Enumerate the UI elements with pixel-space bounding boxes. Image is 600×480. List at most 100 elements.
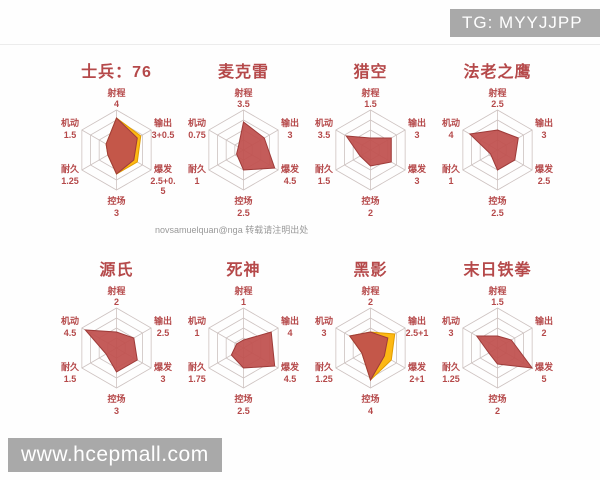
axis-label: 输出 (281, 117, 299, 128)
axis-label: 输出 (281, 315, 299, 326)
hero-cell-pharah: 法老之鹰 射程 2.5 输出 3 爆发 2.5 控场 2.5 耐久 1 机动 4 (434, 52, 561, 250)
axis-value: 4.5 (284, 374, 297, 384)
axis-label: 输出 (408, 117, 426, 128)
radar-chart-mccree: 射程3.5 输出 3 爆发 4.5 控场 2.5 耐久 1 机动 0.75 (188, 87, 300, 218)
radar-chart-soldier76: 射程4 输出 3+0.5 爆发 2.5+0. 5 控场 3 耐久 1.25 机动 1.5 (61, 87, 176, 218)
axis-label: 耐久 (188, 361, 207, 372)
axis-label: 输出 (154, 315, 172, 326)
axis-value: 2.5 (157, 328, 170, 338)
axis-value: 3 (160, 374, 165, 384)
axis-value: 2 (114, 297, 119, 307)
axis-value: 3 (541, 130, 546, 140)
axis-value: 3.5 (237, 99, 250, 109)
axis-value: 3 (114, 208, 119, 218)
axis-value: 3 (414, 176, 419, 186)
hero-title: 法老之鹰 (463, 64, 532, 81)
axis-value: 2+1 (409, 374, 424, 384)
axis-value: 5 (541, 374, 546, 384)
axis-value: 1.5 (318, 176, 331, 186)
hero-title: 黑影 (353, 262, 388, 279)
axis-label: 耐久 (61, 361, 80, 372)
stat-polygon (468, 129, 519, 171)
grid-spoke (208, 129, 244, 151)
axis-label: 射程 (487, 285, 506, 296)
tg-contact-badge: TG: MYYJJPP (450, 9, 600, 37)
axis-label: 爆发 (281, 361, 300, 372)
hero-cell-sombra: 黑影 射程 2 输出 2.5+1 爆发 2+1 控场 4 耐久 1.25 机动 3 (307, 250, 434, 448)
axis-label: 控场 (361, 393, 379, 404)
axis-label: 控场 (361, 195, 379, 206)
hero-title: 末日铁拳 (463, 262, 532, 279)
axis-label: 耐久 (442, 163, 461, 174)
axis-label: 输出 (535, 117, 553, 128)
axis-label: 输出 (535, 315, 553, 326)
hero-cell-tracer: 猎空 射程 1.5 输出 3 爆发 3 控场 2 耐久 1.5 机动 3.5 (307, 52, 434, 250)
axis-value: 2 (368, 297, 373, 307)
radar-chart-sombra: 射程2 输出 2.5+1 爆发 2+1 控场 4 耐久 1.25 机动 3 (315, 285, 428, 416)
stat-polygon (236, 121, 276, 171)
axis-value: 4 (287, 328, 292, 338)
axis-value: 3.5 (318, 130, 331, 140)
axis-label: 射程 (360, 87, 379, 98)
hero-title: 士兵：76 (81, 64, 152, 81)
axis-label: 耐久 (315, 163, 334, 174)
hero-title: 源氏 (99, 262, 134, 279)
hero-cell-doomfist: 末日铁拳 射程 1.5 输出 2 爆发 5 控场 2 耐久 1.25 机动 3 (434, 250, 561, 448)
axis-label: 机动 (61, 117, 79, 128)
axis-value: 2.5 (538, 176, 551, 186)
stat-polygon (475, 335, 534, 369)
axis-value: 3 (114, 406, 119, 416)
axis-label: 机动 (188, 117, 206, 128)
axis-value: 2 (541, 328, 546, 338)
axis-value: 4 (368, 406, 373, 416)
axis-label: 机动 (188, 315, 206, 326)
hero-cell-mccree: 麦克雷 射程 3.5 输出 3 爆发 4.5 控场 2.5 耐久 1 机动 0.75 (180, 52, 307, 250)
hero-cell-genji: 源氏 射程 2 输出 2.5 爆发 3 控场 3 耐久 1.5 机动 4.5 (53, 250, 180, 448)
axis-value: 2.5 (237, 406, 250, 416)
axis-label: 爆发 (408, 361, 427, 372)
axis-label: 输出 (154, 117, 172, 128)
axis-value: 3+0.5 (152, 130, 175, 140)
axis-value: 1 (241, 297, 246, 307)
axis-label: 爆发 (154, 163, 173, 174)
axis-value: 0.75 (188, 130, 206, 140)
axis-label: 机动 (315, 117, 333, 128)
hero-cell-soldier76: 士兵：76 射程 4 输出 3+0.5 爆发 2.5+0. 5 控场 3 耐久 1.25 机动 1.5 (53, 52, 180, 250)
stat-polygon (345, 135, 392, 167)
axis-label: 控场 (107, 393, 125, 404)
axis-label: 爆发 (535, 163, 554, 174)
axis-value: 1.25 (61, 176, 79, 186)
axis-value: 1.25 (315, 374, 333, 384)
axis-value: 3 (448, 328, 453, 338)
axis-value: 1.25 (442, 374, 460, 384)
axis-value: 4.5 (284, 176, 297, 186)
watermark-badge: www.hcepmall.com (8, 438, 222, 472)
axis-label: 爆发 (281, 163, 300, 174)
axis-value: 2 (495, 406, 500, 416)
axis-value: 3 (321, 328, 326, 338)
axis-label: 耐久 (315, 361, 334, 372)
stat-polygon (105, 117, 138, 175)
axis-label: 爆发 (154, 361, 173, 372)
stat-polygon (230, 331, 276, 369)
hero-cell-reaper: 死神 射程 1 输出 4 爆发 4.5 控场 2.5 耐久 1.75 机动 1 (180, 250, 307, 448)
axis-value: 1.5 (364, 99, 377, 109)
axis-label: 射程 (487, 87, 506, 98)
axis-value: 2 (368, 208, 373, 218)
axis-label: 爆发 (535, 361, 554, 372)
axis-value: 1.75 (188, 374, 206, 384)
axis-label: 机动 (442, 315, 460, 326)
radar-chart-genji: 射程2 输出 2.5 爆发 3 控场 3 耐久 1.5 机动 4.5 (61, 285, 173, 416)
radar-chart-doomfist: 射程1.5 输出 2 爆发 5 控场 2 耐久 1.25 机动 3 (442, 285, 554, 416)
stat-polygon (84, 329, 138, 373)
axis-label: 射程 (233, 87, 252, 98)
axis-label: 耐久 (61, 163, 80, 174)
stat-polygon (348, 331, 389, 382)
axis-label: 控场 (107, 195, 125, 206)
axis-label: 输出 (408, 315, 426, 326)
axis-label: 射程 (233, 285, 252, 296)
